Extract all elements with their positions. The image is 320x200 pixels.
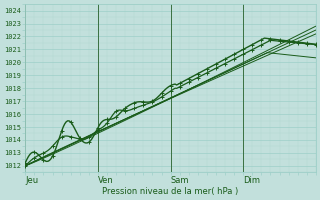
X-axis label: Pression niveau de la mer( hPa ): Pression niveau de la mer( hPa ) <box>102 187 239 196</box>
